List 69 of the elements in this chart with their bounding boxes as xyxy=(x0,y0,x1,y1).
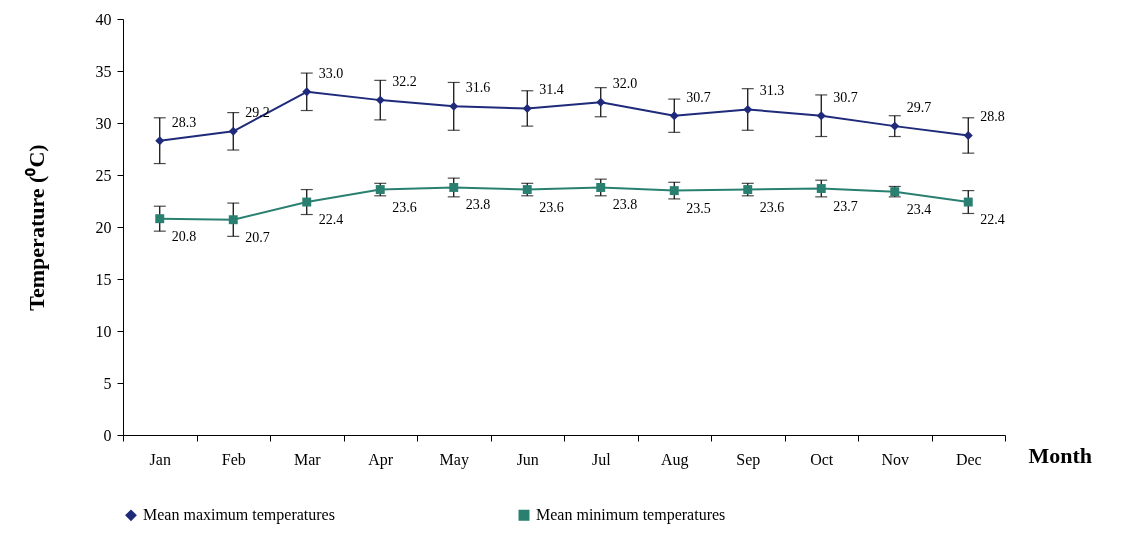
y-tick-label: 0 xyxy=(103,426,112,444)
x-tick-label: Mar xyxy=(293,450,322,468)
y-axis-title: Temperature (⁰C) xyxy=(23,144,49,311)
point xyxy=(155,136,165,146)
point xyxy=(816,184,826,193)
point xyxy=(375,95,385,105)
x-tick-label: Dec xyxy=(955,450,982,468)
y-tick-label: 5 xyxy=(103,374,112,392)
y-tick-label: 40 xyxy=(95,10,112,28)
data-label: 22.4 xyxy=(318,212,344,228)
data-label: 22.4 xyxy=(980,212,1005,228)
x-tick-label: Feb xyxy=(221,450,246,468)
y-tick-label: 20 xyxy=(95,218,112,236)
data-label: 30.7 xyxy=(686,89,711,105)
data-label: 31.6 xyxy=(465,80,491,96)
point xyxy=(302,87,312,97)
data-label: 32.2 xyxy=(392,74,417,90)
y-tick-label: 25 xyxy=(95,166,112,184)
point xyxy=(890,121,900,131)
point xyxy=(155,214,165,224)
y-tick-label: 35 xyxy=(95,62,112,80)
data-label: 23.6 xyxy=(392,199,417,215)
point xyxy=(669,186,679,196)
x-tick-label: Nov xyxy=(881,450,910,468)
point xyxy=(816,111,826,121)
point xyxy=(963,131,973,140)
point xyxy=(228,215,238,225)
data-label: 31.3 xyxy=(759,83,785,99)
x-tick-label: Oct xyxy=(810,450,834,468)
legend-label: Mean maximum temperatures xyxy=(143,506,335,525)
point xyxy=(449,183,459,192)
x-tick-label: Jul xyxy=(591,450,612,468)
data-label: 29.2 xyxy=(245,105,270,121)
x-axis-title: Month xyxy=(1028,442,1093,468)
data-label: 23.6 xyxy=(539,199,564,215)
x-tick-label: Sep xyxy=(736,450,761,469)
data-label: 23.8 xyxy=(465,197,491,213)
x-tick-label: Aug xyxy=(660,450,689,469)
point xyxy=(228,126,238,136)
y-tick-label: 30 xyxy=(95,114,112,132)
data-label: 23.6 xyxy=(759,199,785,215)
x-tick-label: Apr xyxy=(368,450,394,469)
point xyxy=(522,103,532,113)
data-label: 23.7 xyxy=(833,198,858,214)
x-tick-label: May xyxy=(439,450,469,469)
data-label: 33.0 xyxy=(318,65,344,81)
data-label: 31.4 xyxy=(539,82,564,98)
data-label: 30.7 xyxy=(833,89,858,105)
data-label: 20.7 xyxy=(245,229,270,245)
data-label: 28.8 xyxy=(980,109,1005,125)
point xyxy=(302,197,312,207)
point xyxy=(743,105,753,114)
point xyxy=(449,101,459,111)
point xyxy=(596,183,606,192)
data-label: 20.8 xyxy=(171,228,197,244)
y-tick-label: 10 xyxy=(95,322,112,340)
data-label: 23.8 xyxy=(612,197,638,213)
point xyxy=(596,97,606,107)
x-tick-label: Jan xyxy=(149,450,171,468)
data-label: 23.4 xyxy=(906,201,932,217)
legend-label: Mean minimum temperatures xyxy=(536,506,726,525)
point xyxy=(669,111,679,121)
data-label: 23.5 xyxy=(686,200,711,216)
x-tick-label: Jun xyxy=(516,450,539,468)
data-label: 29.7 xyxy=(906,100,932,116)
point xyxy=(963,197,973,207)
data-label: 28.3 xyxy=(171,114,197,130)
data-label: 32.0 xyxy=(612,76,638,92)
y-tick-label: 15 xyxy=(95,270,112,288)
